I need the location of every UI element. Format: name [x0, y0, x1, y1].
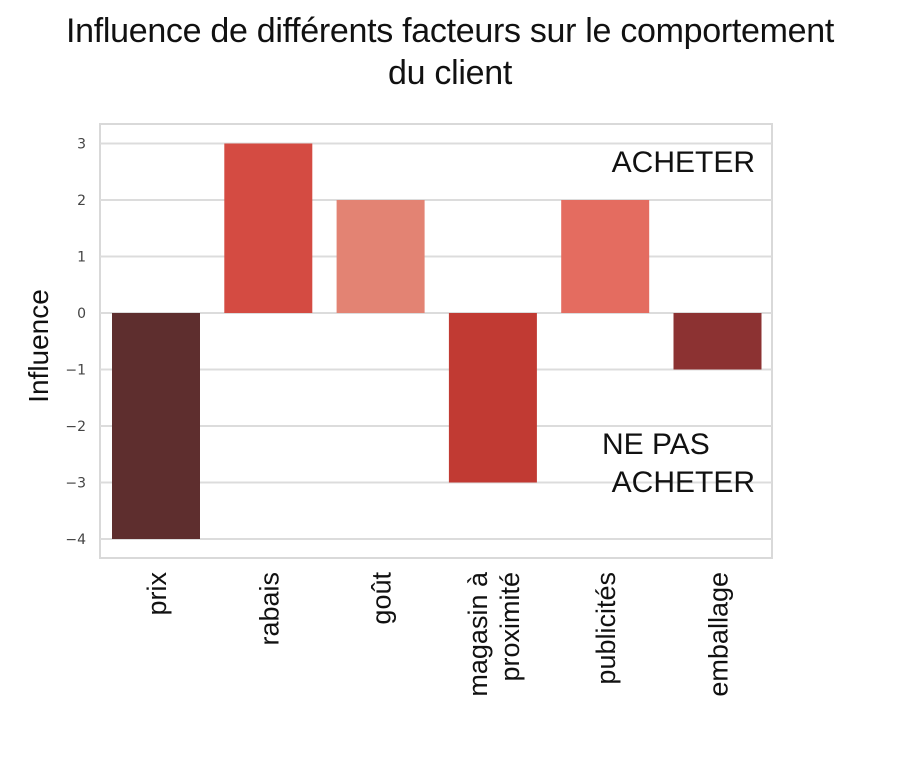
category-label-line: prix — [142, 572, 172, 616]
y-tick-label: −2 — [65, 419, 86, 435]
category-label: prix — [142, 572, 172, 616]
bar — [112, 313, 200, 539]
category-labels: prix rabais goût magasin à proximité publicit… — [142, 571, 734, 697]
category-label-line: emballage — [704, 572, 734, 697]
category-label-line: goût — [367, 572, 397, 625]
bar — [224, 143, 313, 313]
bar — [336, 200, 425, 313]
y-tick-label: 0 — [77, 306, 86, 322]
y-tick-label: −3 — [65, 476, 86, 492]
y-tick-label: 1 — [77, 250, 86, 266]
category-label: publicités — [591, 572, 621, 685]
y-tick-label: −1 — [65, 363, 86, 379]
category-label: goût — [367, 572, 397, 625]
category-label-line: publicités — [591, 572, 621, 685]
bar — [673, 313, 762, 370]
category-label: emballage — [704, 572, 734, 697]
category-label-line: proximité — [495, 572, 525, 682]
annotation-ne-pas: NE PAS — [602, 428, 710, 461]
category-label: magasin à proximité — [463, 571, 525, 697]
y-tick-label: 3 — [77, 137, 86, 153]
y-tick-label: 2 — [77, 193, 86, 209]
bar — [448, 313, 537, 483]
plot-area — [99, 123, 773, 559]
y-tick-labels: 3 2 1 0 −1 −2 −3 −4 — [65, 137, 86, 549]
category-label-line: magasin à — [463, 571, 493, 697]
grid-lines — [100, 142, 772, 540]
bar — [561, 200, 650, 313]
category-label: rabais — [254, 572, 284, 646]
annotation-acheter-bottom: ACHETER — [612, 466, 755, 499]
bars — [112, 143, 762, 539]
y-axis-label: Influence — [23, 289, 54, 403]
category-label-line: rabais — [254, 572, 284, 646]
chart-title: Influence de différents facteurs sur le … — [0, 10, 900, 94]
y-tick-label: −4 — [65, 532, 86, 548]
chart-title-line2: du client — [388, 54, 512, 92]
annotation-acheter: ACHETER — [612, 146, 755, 179]
chart-title-line1: Influence de différents facteurs sur le … — [65, 12, 835, 50]
